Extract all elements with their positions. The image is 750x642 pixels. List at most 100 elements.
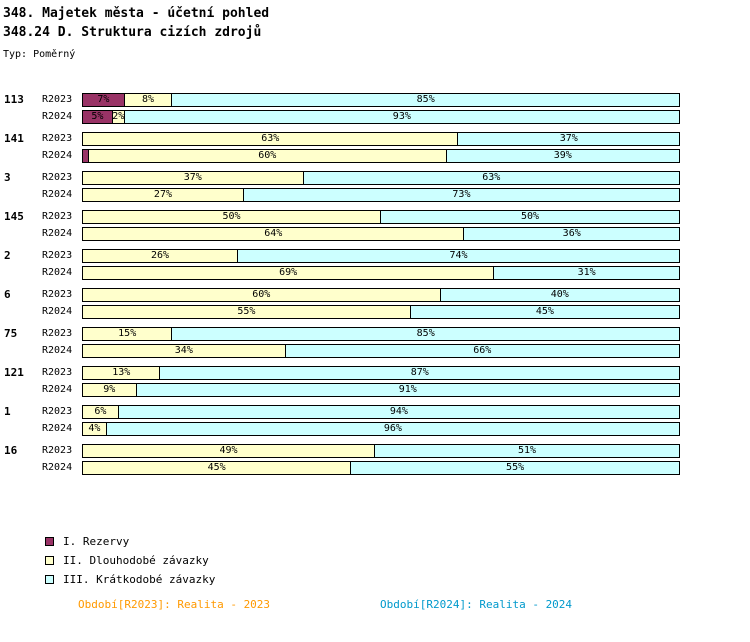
- kratkodobe-segment: 93%: [124, 111, 679, 123]
- rezervy-segment: 7%: [83, 94, 125, 106]
- stacked-bar: 27% 73%: [82, 188, 680, 202]
- dlouhodobe-segment: 34%: [83, 345, 286, 357]
- dlouhodobe-segment: 69%: [83, 267, 495, 279]
- stacked-bar: 63% 37%: [82, 132, 680, 146]
- stacked-bar: 4% 96%: [82, 422, 680, 436]
- dlouhodobe-segment: 8%: [124, 94, 173, 106]
- rezervy-segment: [83, 150, 89, 162]
- bar-group: 3 R2023 37% 63% R2024 27% 73%: [0, 171, 750, 202]
- dlouhodobe-segment: 63%: [83, 133, 459, 145]
- kratkodobe-segment: 51%: [375, 445, 679, 457]
- dlouhodobe-segment: 4%: [83, 423, 107, 435]
- period-row-label: R2024: [42, 423, 73, 434]
- dlouhodobe-segment: 60%: [83, 289, 441, 301]
- dlouhodobe-segment: 15%: [83, 328, 173, 340]
- dlouhodobe-segment: 50%: [83, 211, 381, 223]
- bar-group: 75 R2023 15% 85% R2024 34% 66%: [0, 327, 750, 358]
- kratkodobe-segment: 74%: [237, 250, 679, 262]
- stacked-bar: 5% 2% 93%: [82, 110, 680, 124]
- bar-row: R2024 5% 2% 93%: [0, 110, 750, 124]
- report-title: 348. Majetek města - účetní pohled: [3, 6, 270, 21]
- group-id-label: 3: [4, 171, 11, 184]
- kratkodobe-segment: 85%: [172, 328, 679, 340]
- group-id-label: 113: [4, 93, 24, 106]
- dlouhodobe-segment: 6%: [83, 406, 119, 418]
- legend-item-rezervy: I. Rezervy: [45, 532, 215, 551]
- kratkodobe-segment: 96%: [106, 423, 679, 435]
- dlouhodobe-segment: 60%: [88, 150, 447, 162]
- period-row-label: R2024: [42, 384, 73, 395]
- group-id-label: 141: [4, 132, 24, 145]
- bar-row: 121 R2023 13% 87%: [0, 366, 750, 380]
- kratkodobe-segment: 91%: [136, 384, 679, 396]
- kratkodobe-segment: 37%: [458, 133, 679, 145]
- stacked-bar: 64% 36%: [82, 227, 680, 241]
- dlouhodobe-segment: 9%: [83, 384, 137, 396]
- kratkodobe-segment: 55%: [351, 462, 679, 474]
- bar-row: R2024 34% 66%: [0, 344, 750, 358]
- legend-label-rezervy: I. Rezervy: [63, 535, 130, 548]
- stacked-bar: 9% 91%: [82, 383, 680, 397]
- bar-group: 113 R2023 7% 8% 85% R2024 5% 2% 93%: [0, 93, 750, 124]
- kratkodobe-segment: 31%: [494, 267, 679, 279]
- period-row-label: R2023: [42, 445, 73, 456]
- stacked-bar: 60% 39%: [82, 149, 680, 163]
- dlouhodobe-segment: 55%: [83, 306, 411, 318]
- period-row-label: R2024: [42, 462, 73, 473]
- period-row-label: R2024: [42, 267, 73, 278]
- period-row-label: R2024: [42, 345, 73, 356]
- bar-row: 75 R2023 15% 85%: [0, 327, 750, 341]
- stacked-bar: 37% 63%: [82, 171, 680, 185]
- bar-row: 16 R2023 49% 51%: [0, 444, 750, 458]
- group-id-label: 2: [4, 249, 11, 262]
- bar-group: 2 R2023 26% 74% R2024 69% 31%: [0, 249, 750, 280]
- stacked-bar: 6% 94%: [82, 405, 680, 419]
- stacked-bar: 50% 50%: [82, 210, 680, 224]
- dlouhodobe-segment: 2%: [112, 111, 125, 123]
- group-id-label: 1: [4, 405, 11, 418]
- dlouhodobe-segment: 27%: [83, 189, 244, 201]
- bar-row: R2024 55% 45%: [0, 305, 750, 319]
- period-row-label: R2023: [42, 250, 73, 261]
- group-id-label: 6: [4, 288, 11, 301]
- bar-group: 16 R2023 49% 51% R2024 45% 55%: [0, 444, 750, 475]
- period-row-label: R2023: [42, 172, 73, 183]
- kratkodobe-segment: 39%: [446, 150, 679, 162]
- legend-item-dlouhodobe: II. Dlouhodobé závazky: [45, 551, 215, 570]
- bar-row: R2024 69% 31%: [0, 266, 750, 280]
- stacked-bar: 55% 45%: [82, 305, 680, 319]
- stacked-bar: 26% 74%: [82, 249, 680, 263]
- period-row-label: R2023: [42, 328, 73, 339]
- dlouhodobe-segment: 26%: [83, 250, 238, 262]
- period-row-label: R2024: [42, 228, 73, 239]
- bar-group: 1 R2023 6% 94% R2024 4% 96%: [0, 405, 750, 436]
- stacked-bar: 13% 87%: [82, 366, 680, 380]
- period-row-label: R2023: [42, 367, 73, 378]
- legend-item-kratkodobe: III. Krátkodobé závazky: [45, 570, 215, 589]
- legend-label-dlouhodobe: II. Dlouhodobé závazky: [63, 554, 209, 567]
- chart: 113 R2023 7% 8% 85% R2024 5% 2% 93% 141 R2023 63% 37…: [0, 93, 750, 483]
- dlouhodobe-segment: 64%: [83, 228, 465, 240]
- kratkodobe-segment: 63%: [303, 172, 679, 184]
- period-row-label: R2024: [42, 150, 73, 161]
- rezervy-segment: 5%: [83, 111, 113, 123]
- group-id-label: 16: [4, 444, 18, 457]
- stacked-bar: 69% 31%: [82, 266, 680, 280]
- kratkodobe-segment: 36%: [464, 228, 679, 240]
- stacked-bar: 45% 55%: [82, 461, 680, 475]
- legend-swatch-rezervy: [45, 537, 54, 546]
- legend-swatch-dlouhodobe: [45, 556, 54, 565]
- report-subtitle: 348.24 D. Struktura cizích zdrojů: [3, 25, 262, 40]
- period-row-label: R2024: [42, 306, 73, 317]
- bar-row: R2024 60% 39%: [0, 149, 750, 163]
- kratkodobe-segment: 40%: [440, 289, 679, 301]
- period-row-label: R2023: [42, 133, 73, 144]
- period-row-label: R2023: [42, 406, 73, 417]
- kratkodobe-segment: 66%: [285, 345, 679, 357]
- bar-row: 2 R2023 26% 74%: [0, 249, 750, 263]
- stacked-bar: 34% 66%: [82, 344, 680, 358]
- bar-row: 145 R2023 50% 50%: [0, 210, 750, 224]
- report-type-label: Typ: Poměrný: [3, 49, 76, 60]
- bar-group: 145 R2023 50% 50% R2024 64% 36%: [0, 210, 750, 241]
- stacked-bar: 49% 51%: [82, 444, 680, 458]
